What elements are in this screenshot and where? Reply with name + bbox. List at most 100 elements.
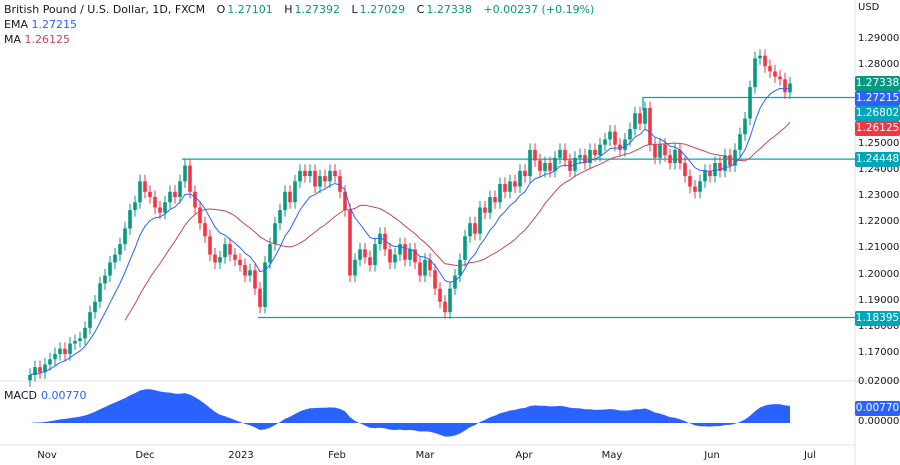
candle-body	[388, 249, 392, 263]
candle-body	[633, 113, 637, 129]
candle-body	[98, 283, 102, 302]
time-tick: May	[601, 450, 623, 461]
candle-body	[303, 170, 307, 177]
time-tick: Feb	[328, 450, 346, 461]
candle-body	[733, 149, 737, 166]
candle-body	[318, 176, 322, 187]
high-label: H	[284, 3, 293, 16]
low-label: L	[351, 3, 358, 16]
candle-body	[678, 149, 682, 163]
price-tag: 1.27215	[855, 91, 900, 107]
candle-body	[653, 144, 657, 158]
high-value: 1.27392	[294, 3, 341, 16]
candle-body	[93, 301, 97, 313]
candle-body	[448, 288, 452, 313]
macd-legend[interactable]: MACD 0.00770	[4, 389, 86, 402]
candle-body	[753, 58, 757, 88]
candle-body	[668, 155, 672, 163]
candle-body	[308, 170, 312, 177]
candle-body	[118, 244, 122, 255]
macd-label: MACD	[4, 389, 37, 402]
price-tick: 1.25000	[858, 137, 900, 149]
candle-body	[323, 176, 327, 182]
macd-value: 0.00770	[40, 389, 87, 402]
candle-body	[263, 262, 267, 307]
time-tick: Jun	[704, 450, 720, 461]
candle-body	[63, 348, 67, 355]
candle-body	[658, 144, 662, 158]
candle-body	[628, 128, 632, 140]
candle-body	[588, 149, 592, 163]
macd-price-tag: 0.00770	[855, 401, 900, 416]
candle-body	[403, 244, 407, 260]
candle-body	[298, 170, 302, 182]
candle-body	[268, 244, 272, 263]
candle-body	[113, 254, 117, 263]
candle-body	[418, 262, 422, 276]
price-tick: 1.23000	[858, 190, 900, 202]
candle-body	[738, 134, 742, 150]
candle-body	[718, 162, 722, 171]
candle-body	[563, 149, 567, 161]
candle-body	[143, 181, 147, 192]
candle-body	[353, 259, 357, 276]
price-tick: 1.28000	[858, 59, 900, 71]
candle-body	[763, 55, 767, 67]
candle-body	[693, 186, 697, 192]
candle-body	[128, 210, 132, 229]
candle-body	[393, 254, 397, 263]
candle-body	[603, 139, 607, 145]
candle-body	[508, 181, 512, 192]
candle-body	[153, 197, 157, 208]
candle-body	[758, 55, 762, 59]
ema-line	[29, 87, 791, 376]
candle-body	[283, 191, 287, 211]
price-tick: 1.18000	[858, 320, 900, 332]
macd-area	[0, 389, 790, 437]
candle-body	[58, 348, 62, 355]
ema-label: EMA	[4, 18, 28, 31]
ma-legend[interactable]: MA 1.26125	[4, 32, 602, 47]
candle-body	[413, 249, 417, 263]
candle-body	[53, 354, 57, 360]
candle-body	[228, 244, 232, 255]
low-value: 1.27029	[359, 3, 406, 16]
candle-body	[423, 259, 427, 276]
candle-body	[443, 301, 447, 313]
candle-body	[193, 191, 197, 208]
price-tick: 1.21000	[858, 242, 900, 254]
candle-body	[473, 223, 477, 234]
candle-body	[688, 176, 692, 187]
candle-body	[533, 149, 537, 161]
currency-label: USD	[858, 2, 880, 13]
candle-body	[638, 113, 642, 124]
candle-body	[478, 207, 482, 234]
candle-body	[43, 364, 47, 373]
candle-body	[78, 338, 82, 341]
candle-body	[613, 131, 617, 145]
candle-body	[498, 183, 502, 203]
candle-body	[313, 170, 317, 187]
candle-body	[288, 191, 292, 203]
candle-body	[88, 312, 92, 328]
candle-body	[133, 202, 137, 211]
candle-body	[213, 254, 217, 263]
candle-body	[178, 181, 182, 198]
time-tick: Apr	[515, 450, 533, 461]
price-tick: 1.29000	[858, 33, 900, 44]
candle-body	[683, 162, 687, 177]
candle-body	[788, 83, 792, 93]
candle-body	[248, 270, 252, 276]
change-value: +0.00237 (+0.19%)	[483, 3, 595, 16]
time-tick: Dec	[135, 450, 155, 461]
symbol-title[interactable]: British Pound / U.S. Dollar, 1D, FXCM	[4, 3, 206, 16]
candle-body	[293, 181, 297, 203]
candle-body	[408, 249, 412, 260]
candle-body	[238, 259, 242, 266]
ema-legend[interactable]: EMA 1.27215	[4, 17, 602, 32]
candle-body	[698, 181, 702, 192]
candle-body	[783, 79, 787, 93]
price-tick: 1.22000	[858, 216, 900, 228]
candle-body	[643, 108, 647, 124]
